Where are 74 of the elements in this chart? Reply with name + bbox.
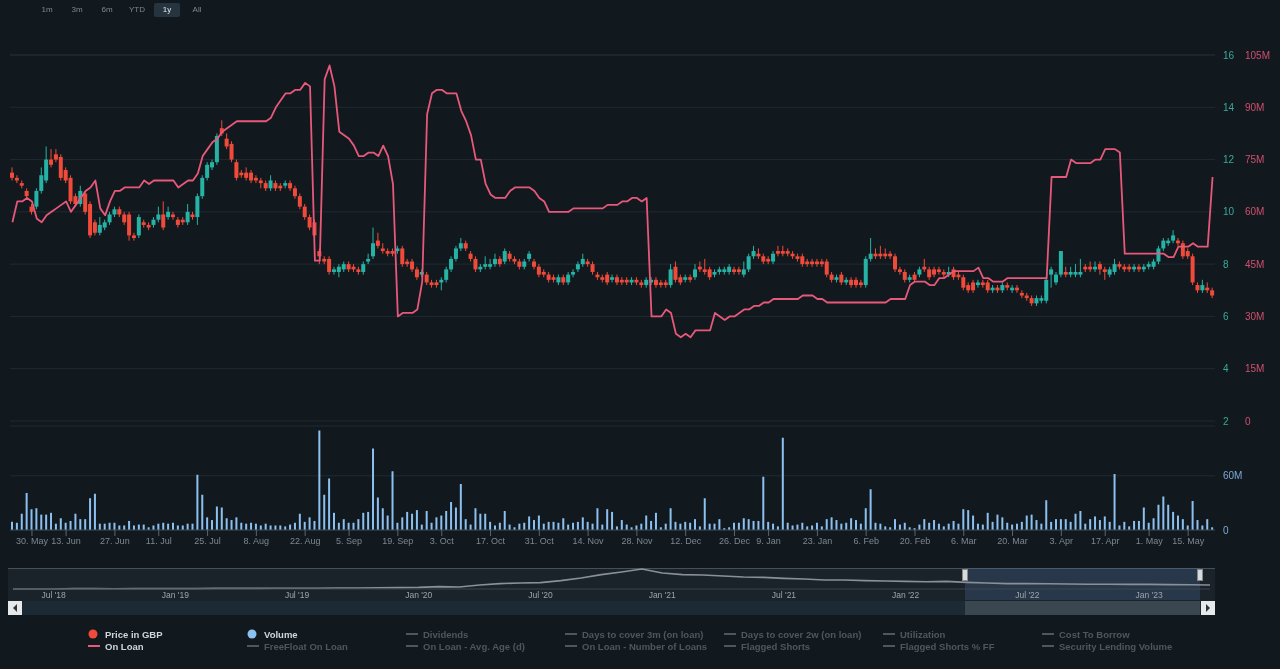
x-tick-label: 15. May (1172, 536, 1205, 547)
x-tick-label: 28. Nov (621, 536, 653, 547)
text: On Loan - Number of Loans (582, 640, 708, 652)
x-tick-label: Jan '23 (1135, 590, 1163, 601)
legend-label: Price in GBP (105, 628, 163, 640)
x-tick-label: 3. Apr (1049, 536, 1074, 547)
text: Cost To Borrow (1059, 628, 1130, 640)
x-tick-label: Jul '19 (284, 590, 310, 601)
x-tick-label: 9. Jan (756, 536, 781, 547)
legend-label: Volume (264, 628, 298, 640)
text: Security Lending Volume (1059, 640, 1173, 652)
x-tick-label: 30. May (15, 536, 49, 547)
x-tick-label: 5. Sep (336, 536, 363, 547)
x-tick-label: 6. Mar (951, 536, 977, 547)
y2-tick-label: 45M (1245, 258, 1265, 270)
text: Flagged Shorts (741, 640, 811, 652)
x-tick-label: 19. Sep (382, 536, 414, 547)
x-tick-label: 20. Feb (899, 536, 931, 547)
text: On Loan - Avg. Age (d) (423, 640, 525, 652)
y2-tick-label: 15M (1245, 363, 1265, 375)
x-tick-label: Jan '20 (405, 590, 433, 601)
x-tick-label: 12. Dec (670, 536, 702, 547)
x-tick-label: 3. Oct (429, 536, 455, 547)
x-tick-label: 11. Jul (145, 536, 172, 547)
y-tick-label: 14 (1223, 101, 1235, 113)
x-tick-label: 20. Mar (997, 536, 1028, 547)
x-tick-label: 23. Jan (802, 536, 833, 547)
x-tick-label: Jul '21 (771, 590, 797, 601)
y2-tick-label: 75M (1245, 154, 1265, 166)
x-tick-label: 13. Jun (51, 536, 81, 547)
x-tick-label: 25. Jul (194, 536, 221, 547)
x-tick-label: 22. Aug (289, 536, 321, 547)
x-tick-label: Jul '18 (41, 590, 66, 601)
y-tick-label: 6 (1223, 310, 1229, 322)
x-tick-label: 31. Oct (524, 536, 555, 547)
y2-tick-label: 30M (1245, 310, 1265, 322)
x-tick-label: 8. Aug (243, 536, 270, 547)
x-tick-label: Jan '22 (892, 590, 920, 601)
x-tick-label: Jan '19 (161, 590, 190, 601)
text: Flagged Shorts % FF (900, 640, 995, 652)
y2-tick-label: 105M (1245, 49, 1271, 61)
y-tick-label: 8 (1223, 258, 1229, 270)
text: Days to cover 2w (on loan) (741, 628, 862, 640)
y-tick-label: 60M (1223, 470, 1243, 482)
text: Utilization (900, 628, 946, 640)
text: 3m (70, 4, 84, 16)
text: 1m (40, 4, 54, 16)
x-tick-label: Jul '22 (1015, 590, 1040, 601)
x-tick-label: 17. Oct (476, 536, 506, 547)
x-tick-label: 26. Dec (718, 536, 751, 547)
y2-tick-label: 90M (1245, 101, 1265, 113)
x-tick-label: Jan '21 (648, 590, 677, 601)
x-tick-label: 17. Apr (1090, 536, 1120, 547)
y2-tick-label: 60M (1245, 206, 1265, 218)
text: Days to cover 3m (on loan) (582, 628, 704, 640)
y-tick-label: 12 (1223, 154, 1235, 166)
x-tick-label: 6. Feb (853, 536, 879, 547)
text: 6m (100, 4, 114, 16)
y-tick-label: 2 (1223, 415, 1229, 427)
legend-label: On Loan (105, 640, 144, 652)
text: FreeFloat On Loan (264, 640, 348, 652)
y-tick-label: 4 (1223, 363, 1229, 375)
text: All (191, 4, 203, 16)
y2-tick-label: 0 (1245, 415, 1251, 427)
text: 1y (154, 3, 180, 17)
y-tick-label: 10 (1223, 206, 1235, 218)
x-tick-label: 27. Jun (100, 536, 130, 547)
text: Dividends (423, 628, 469, 640)
x-tick-label: 14. Nov (572, 536, 605, 547)
text: YTD (128, 4, 146, 16)
y-tick-label: 0 (1223, 524, 1229, 536)
x-tick-label: 1. May (1135, 536, 1164, 547)
x-tick-label: Jul '20 (528, 590, 553, 601)
y-tick-label: 16 (1223, 49, 1235, 61)
